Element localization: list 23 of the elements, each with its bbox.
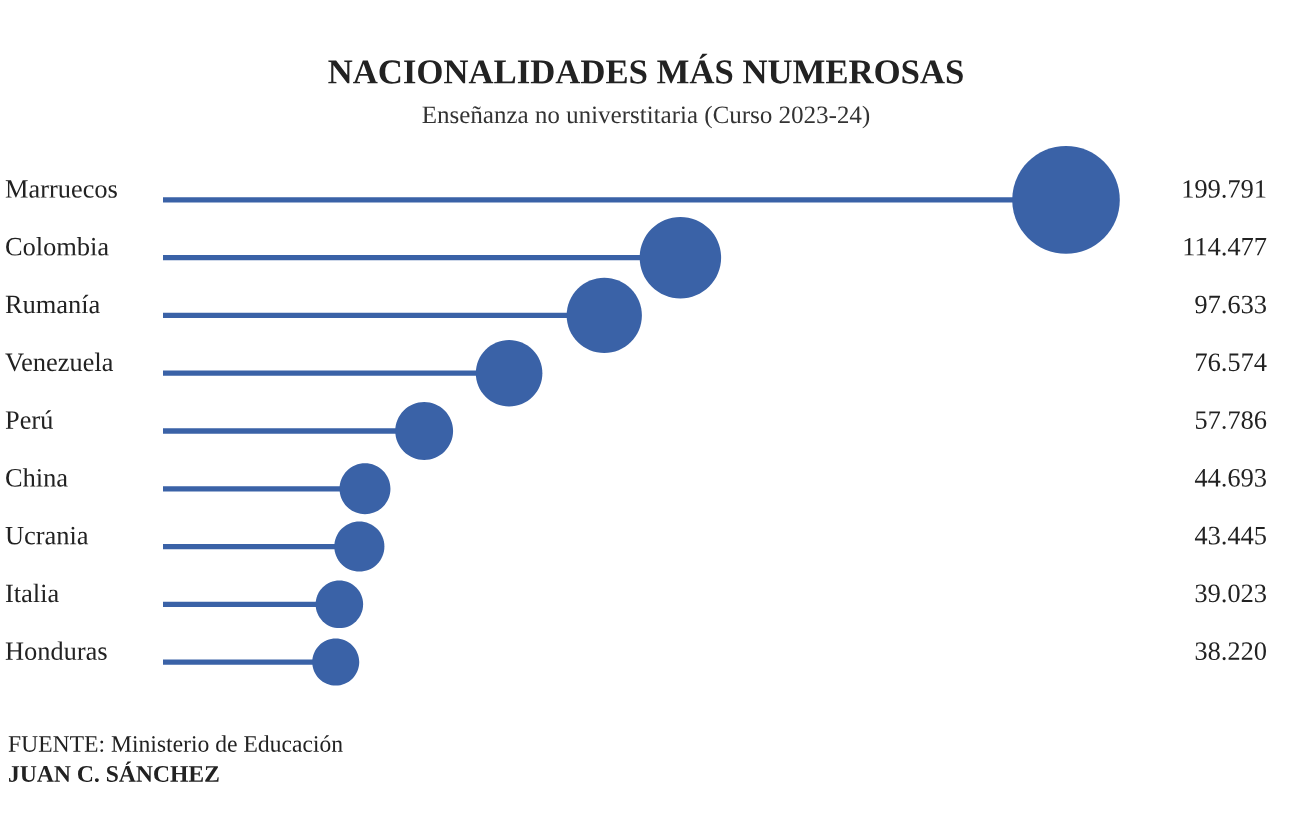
source-note: FUENTE: Ministerio de Educación — [8, 735, 343, 753]
data-label: 57.786 — [1195, 411, 1267, 430]
data-label: 43.445 — [1194, 526, 1266, 545]
chart-subtitle: Enseñanza no universtitaria (Curso 2023-24) — [422, 105, 870, 129]
y-tick-label: Honduras — [5, 641, 107, 661]
point — [395, 402, 454, 460]
y-tick-label: Rumanía — [5, 294, 100, 314]
y-tick-label: Marruecos — [5, 180, 117, 198]
y-tick-label: Colombia — [6, 237, 109, 256]
chart-title: NACIONALIDADES MÁS NUMEROSAS — [328, 53, 963, 84]
data-label: 76.574 — [1196, 353, 1267, 372]
data-label: 97.633 — [1195, 295, 1266, 314]
data-label: 38.220 — [1195, 642, 1266, 661]
y-tick-label: Perú — [5, 410, 53, 429]
data-label: 114.477 — [1184, 237, 1267, 256]
y-tick-label: Italia — [5, 583, 59, 603]
data-label: 199.791 — [1183, 180, 1266, 198]
text: JUAN C. SÁNCHEZ — [9, 761, 219, 783]
y-tick-label: China — [6, 468, 68, 487]
y-tick-label: Ucrania — [5, 526, 89, 545]
data-label: 44.693 — [1194, 468, 1266, 487]
data-label: 39.023 — [1195, 584, 1266, 603]
y-tick-label: Venezuela — [5, 352, 114, 372]
